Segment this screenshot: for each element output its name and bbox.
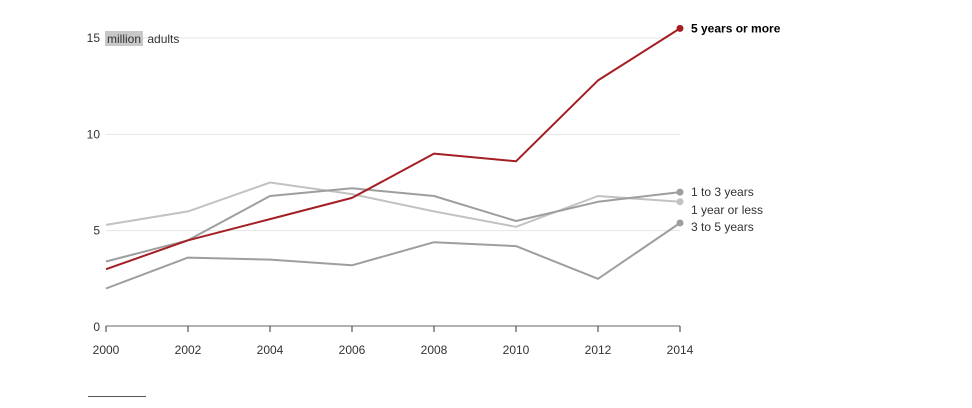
x-tick-label-2012: 2012: [585, 343, 612, 357]
series-label-5-years-or-more: 5 years or more: [691, 21, 781, 35]
unit-label-text: million adults: [107, 32, 179, 46]
series-line-1-to-3-years: [105, 187, 681, 263]
x-tick-label-2014: 2014: [667, 343, 694, 357]
unit-label-highlighted-word: million: [107, 32, 141, 46]
y-tick-label-0: 0: [93, 320, 100, 334]
series-label-1-year-or-less: 1 year or less: [691, 203, 763, 217]
x-tick-label-2000: 2000: [93, 343, 120, 357]
unit-label: million adults: [105, 31, 179, 46]
y-tick-label-5: 5: [93, 224, 100, 238]
series-line-5-years-or-more: [105, 27, 681, 271]
x-tick-label-2002: 2002: [175, 343, 202, 357]
unit-label-highlight: [105, 31, 144, 46]
series-line-1-year-or-less: [105, 181, 681, 228]
x-axis: 2000 2002 2004 2006 2008 2010 2012 2014: [93, 325, 694, 357]
y-axis: 0 5 10 15: [87, 31, 101, 334]
series-label-3-to-5-years: 3 to 5 years: [691, 220, 754, 234]
series-end-dot-5-years-or-more: [676, 24, 684, 32]
x-tick-label-2008: 2008: [421, 343, 448, 357]
x-tick-label-2006: 2006: [339, 343, 366, 357]
y-tick-label-15: 15: [87, 31, 101, 45]
series-lines: [105, 24, 684, 290]
x-tick-label-2004: 2004: [257, 343, 284, 357]
series-end-dot-3-to-5-years: [676, 219, 684, 227]
series-labels: 1 year or less 1 to 3 years 3 to 5 years 5 …: [691, 21, 781, 234]
x-tick-label-2010: 2010: [503, 343, 530, 357]
y-tick-label-10: 10: [87, 127, 101, 141]
series-end-dot-1-to-3-years: [676, 188, 684, 196]
series-label-1-to-3-years: 1 to 3 years: [691, 185, 754, 199]
source-divider: [88, 396, 146, 397]
gridlines: [106, 37, 680, 232]
series-line-3-to-5-years: [105, 222, 681, 290]
series-end-dot-1-year-or-less: [676, 198, 684, 206]
unit-label-rest: adults: [147, 32, 179, 46]
